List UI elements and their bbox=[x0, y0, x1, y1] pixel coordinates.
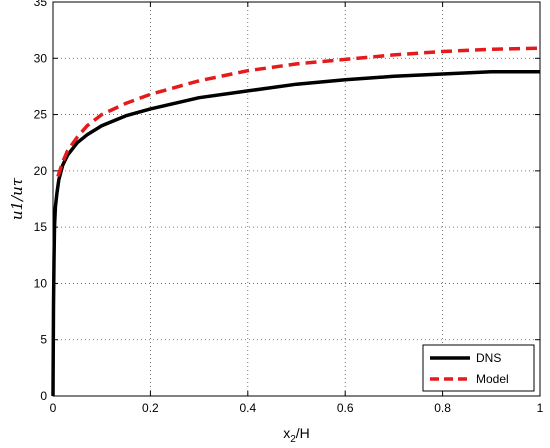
y-tick-label: 35 bbox=[34, 0, 48, 9]
y-tick-label: 30 bbox=[34, 51, 48, 65]
series-lines bbox=[51, 46, 541, 397]
series-line-dns bbox=[51, 70, 540, 397]
plot-frame bbox=[52, 1, 541, 397]
x-tick-label: 0.6 bbox=[337, 401, 354, 415]
x-axis-label: x2/H bbox=[283, 425, 310, 445]
legend: DNS Model bbox=[422, 344, 535, 392]
series-line-model bbox=[56, 46, 541, 178]
legend-box bbox=[422, 344, 535, 392]
y-tick-label: 10 bbox=[34, 276, 48, 290]
x-tick-label: 0 bbox=[50, 401, 57, 415]
y-tick-label: 20 bbox=[34, 164, 48, 178]
legend-label-model: Model bbox=[476, 372, 509, 386]
legend-label-dns: DNS bbox=[476, 351, 501, 365]
x-tick-label: 0.2 bbox=[142, 401, 159, 415]
y-tick-label: 25 bbox=[34, 108, 48, 122]
y-axis-label: u1/uτ bbox=[8, 177, 26, 220]
y-tick-label: 5 bbox=[40, 333, 47, 347]
x-tick-label: 1 bbox=[537, 401, 544, 415]
y-tick-label: 15 bbox=[34, 220, 48, 234]
x-tick-label: 0.8 bbox=[434, 401, 451, 415]
y-tick-label: 0 bbox=[40, 389, 47, 403]
x-tick-label: 0.4 bbox=[239, 401, 256, 415]
grid bbox=[53, 2, 540, 396]
